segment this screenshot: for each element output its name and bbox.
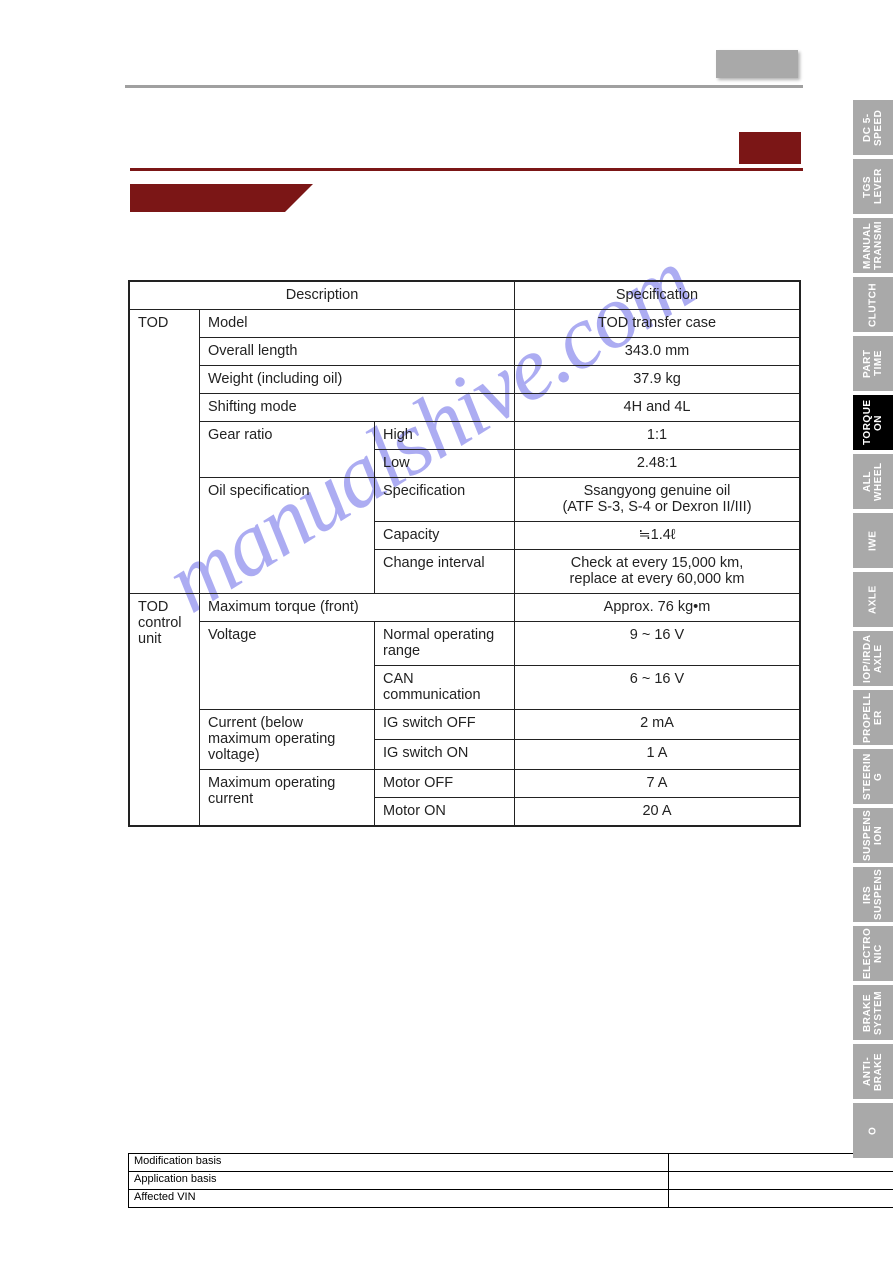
vin-label: Affected VIN bbox=[129, 1190, 669, 1208]
row-spec: 2 mA bbox=[515, 710, 800, 740]
sidebar-tab[interactable]: BRAKE SYSTEM bbox=[853, 985, 893, 1040]
sidebar-tab[interactable]: CLUTCH bbox=[853, 277, 893, 332]
row-spec: 7 A bbox=[515, 770, 800, 798]
table-row: Maximum operating current Motor OFF 7 A bbox=[130, 770, 800, 798]
vin-value bbox=[668, 1190, 893, 1208]
sidebar-tab[interactable]: STEERIN G bbox=[853, 749, 893, 804]
row-spec: 1 A bbox=[515, 740, 800, 770]
sidebar-nav: DC 5- SPEEDTGS LEVERMANUAL TRANSMICLUTCH… bbox=[853, 100, 893, 1162]
table-header-row: Description Specification bbox=[130, 282, 800, 310]
table-row: Voltage Normal operating range 9 ~ 16 V bbox=[130, 622, 800, 666]
row-label: Oil specification bbox=[200, 478, 375, 594]
row-spec: Check at every 15,000 km, replace at eve… bbox=[515, 550, 800, 594]
sidebar-tab[interactable]: SUSPENS ION bbox=[853, 808, 893, 863]
row-sublabel: CAN communication bbox=[375, 666, 515, 710]
table-row: Shifting mode 4H and 4L bbox=[130, 394, 800, 422]
sidebar-tab[interactable]: O bbox=[853, 1103, 893, 1158]
sidebar-tab[interactable]: ALL WHEEL bbox=[853, 454, 893, 509]
table-row: Current (below maximum operating voltage… bbox=[130, 710, 800, 740]
spec-table: Description Specification TOD Model TOD … bbox=[128, 280, 801, 827]
sidebar-tab[interactable]: DC 5- SPEED bbox=[853, 100, 893, 155]
sidebar-tab[interactable]: TGS LEVER bbox=[853, 159, 893, 214]
row-spec: Approx. 76 kg•m bbox=[515, 594, 800, 622]
sidebar-tab[interactable]: TORQUE ON bbox=[853, 395, 893, 450]
row-label: Maximum operating current bbox=[200, 770, 375, 826]
th-specification: Specification bbox=[515, 282, 800, 310]
row-label: Model bbox=[200, 310, 515, 338]
app-basis-value bbox=[668, 1172, 893, 1190]
sidebar-tab[interactable]: PROPELL ER bbox=[853, 690, 893, 745]
table-row: TOD Model TOD transfer case bbox=[130, 310, 800, 338]
row-label: Shifting mode bbox=[200, 394, 515, 422]
th-description: Description bbox=[130, 282, 515, 310]
row-label: Gear ratio bbox=[200, 422, 375, 478]
row-spec: 37.9 kg bbox=[515, 366, 800, 394]
row-sublabel: Specification bbox=[375, 478, 515, 522]
row-label: Weight (including oil) bbox=[200, 366, 515, 394]
row-spec: 20 A bbox=[515, 798, 800, 826]
row-spec: 2.48:1 bbox=[515, 450, 800, 478]
table-row: Weight (including oil) 37.9 kg bbox=[130, 366, 800, 394]
top-rule bbox=[125, 85, 803, 88]
row-spec: 1:1 bbox=[515, 422, 800, 450]
row-spec: ≒1.4ℓ bbox=[515, 522, 800, 550]
sidebar-tab[interactable]: ANTI- BRAKE bbox=[853, 1044, 893, 1099]
row-spec: 343.0 mm bbox=[515, 338, 800, 366]
row-spec: 6 ~ 16 V bbox=[515, 666, 800, 710]
group-label: TOD control unit bbox=[130, 594, 200, 826]
group-label: TOD bbox=[130, 310, 200, 594]
row-sublabel: IG switch ON bbox=[375, 740, 515, 770]
row-sublabel: Low bbox=[375, 450, 515, 478]
app-basis-label: Application basis bbox=[129, 1172, 669, 1190]
sidebar-tab[interactable]: PART TIME bbox=[853, 336, 893, 391]
sidebar-tab[interactable]: IRS SUSPENS bbox=[853, 867, 893, 922]
sidebar-tab[interactable]: MANUAL TRANSMI bbox=[853, 218, 893, 273]
row-spec: 9 ~ 16 V bbox=[515, 622, 800, 666]
sidebar-tab[interactable]: ELECTRO NIC bbox=[853, 926, 893, 981]
mod-basis-label: Modification basis bbox=[129, 1154, 669, 1172]
sidebar-tab[interactable]: AXLE bbox=[853, 572, 893, 627]
sidebar-tab[interactable]: IWE bbox=[853, 513, 893, 568]
sidebar-tab[interactable]: IOP/IRDA AXLE bbox=[853, 631, 893, 686]
row-label: Maximum torque (front) bbox=[200, 594, 515, 622]
row-sublabel: Motor ON bbox=[375, 798, 515, 826]
row-label: Voltage bbox=[200, 622, 375, 710]
row-sublabel: Change interval bbox=[375, 550, 515, 594]
page-number-box bbox=[716, 50, 798, 78]
row-sublabel: Motor OFF bbox=[375, 770, 515, 798]
row-spec: TOD transfer case bbox=[515, 310, 800, 338]
row-sublabel: Capacity bbox=[375, 522, 515, 550]
row-spec: 4H and 4L bbox=[515, 394, 800, 422]
table-row: Oil specification Specification Ssangyon… bbox=[130, 478, 800, 522]
table-row: Overall length 343.0 mm bbox=[130, 338, 800, 366]
row-label: Current (below maximum operating voltage… bbox=[200, 710, 375, 770]
row-label: Overall length bbox=[200, 338, 515, 366]
modification-table: Modification basis Application basis Aff… bbox=[128, 1153, 893, 1208]
table-row: Gear ratio High 1:1 bbox=[130, 422, 800, 450]
table-row: TOD control unit Maximum torque (front) … bbox=[130, 594, 800, 622]
row-sublabel: Normal operating range bbox=[375, 622, 515, 666]
row-spec: Ssangyong genuine oil (ATF S-3, S-4 or D… bbox=[515, 478, 800, 522]
section-tab bbox=[130, 184, 285, 212]
row-sublabel: High bbox=[375, 422, 515, 450]
row-sublabel: IG switch OFF bbox=[375, 710, 515, 740]
section-rule bbox=[130, 168, 803, 171]
section-number-box bbox=[739, 132, 801, 164]
